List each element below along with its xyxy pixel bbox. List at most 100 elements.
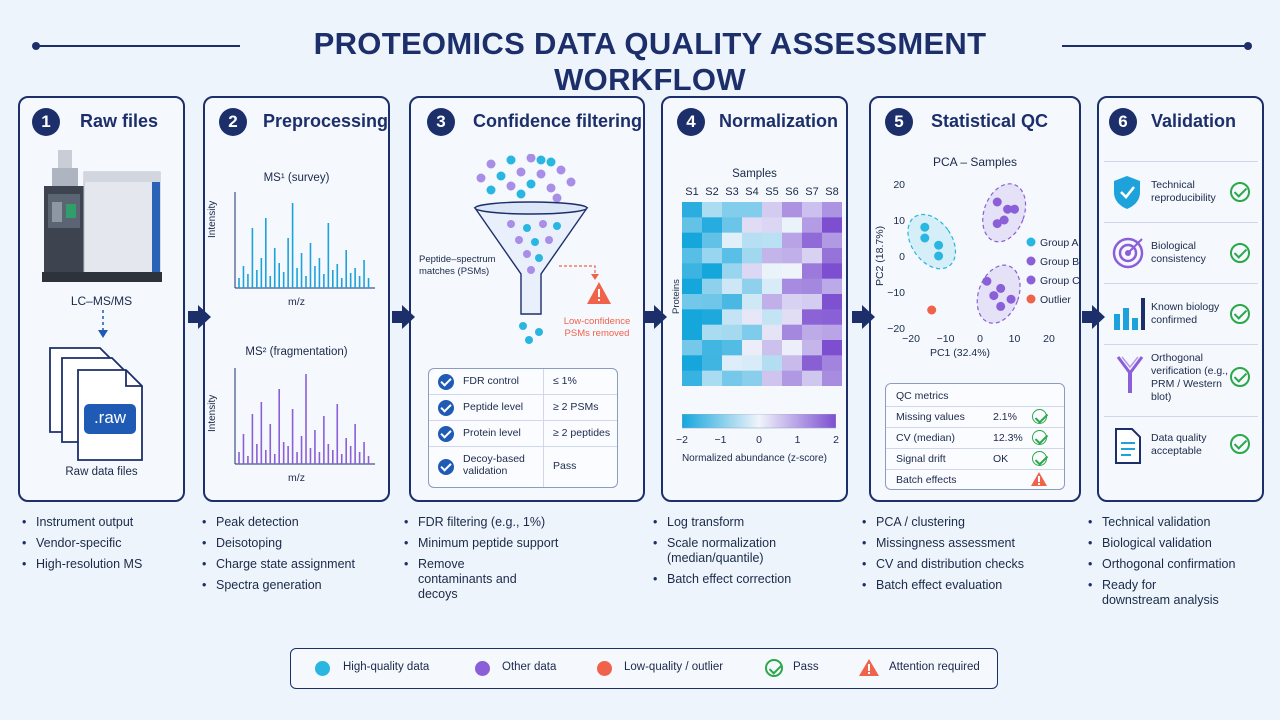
heatmap-cell bbox=[702, 355, 723, 372]
qc-metrics-table: QC metrics Missing values 2.1% CV (media… bbox=[885, 383, 1065, 490]
validation-label: Known biology confirmed bbox=[1151, 301, 1220, 326]
step-number: 1 bbox=[32, 108, 60, 136]
psm-dot bbox=[506, 155, 516, 165]
outlier-dot-icon bbox=[597, 661, 612, 676]
heatmap-cell bbox=[762, 340, 783, 356]
heatmap-cell bbox=[702, 263, 723, 280]
heatmap-cell bbox=[742, 278, 763, 295]
bullet-list-raw: Instrument output Vendor-specific High-r… bbox=[20, 515, 190, 578]
heatmap-cell bbox=[702, 324, 723, 341]
heatmap-cell bbox=[802, 340, 823, 356]
table-row: Missing values 2.1% bbox=[886, 406, 1064, 427]
heatmap-cell bbox=[762, 278, 783, 295]
heatmap-cell bbox=[762, 324, 783, 341]
heatmap-cell bbox=[742, 232, 763, 249]
heatmap-cell bbox=[822, 309, 842, 326]
heatmap-cell bbox=[782, 202, 803, 218]
warning-icon bbox=[559, 265, 611, 304]
page-title: PROTEOMICS DATA QUALITY ASSESSMENT WORKF… bbox=[313, 26, 987, 97]
panel-normalization: 4 Normalization Samples S1 S2 S3 S4 S5 S6 S7 S8… bbox=[661, 96, 848, 502]
criterion-value: ≤ 1% bbox=[553, 375, 577, 387]
filtered-psm-dot bbox=[519, 322, 527, 330]
data-point bbox=[982, 276, 992, 286]
list-item: Missingness assessment bbox=[860, 536, 1060, 551]
legend-label: Other data bbox=[502, 661, 557, 673]
sample-label: S3 bbox=[725, 186, 739, 198]
psm-dot bbox=[486, 159, 496, 169]
pca-scatter-plot: PCA – Samples 20 10 0 −10 −20−20 −10 0 10 20 PC1 (… bbox=[874, 155, 1079, 359]
title-decoration bbox=[1244, 42, 1252, 50]
legend-marker bbox=[1026, 237, 1036, 247]
y-tick-label: 0 bbox=[899, 251, 905, 263]
ms1-y-axis-label: Intensity bbox=[207, 200, 218, 238]
shield-check-icon bbox=[1114, 176, 1140, 209]
y-tick-label: 10 bbox=[893, 215, 905, 227]
heatmap-cell bbox=[702, 278, 723, 295]
validation-label: Data quality acceptable bbox=[1151, 432, 1207, 457]
heatmap-cell bbox=[762, 217, 783, 234]
psm-label: Peptide–spectrum bbox=[419, 254, 496, 265]
list-item: Technical validation bbox=[1086, 515, 1266, 530]
bullet-list-filtering: FDR filtering (e.g., 1%) Minimum peptide… bbox=[402, 515, 577, 608]
data-point bbox=[996, 283, 1006, 293]
pass-icon bbox=[1230, 304, 1250, 324]
psm-dot bbox=[523, 224, 531, 232]
heatmap-cell bbox=[802, 294, 823, 310]
table-row: FDR control ≤ 1% bbox=[429, 369, 617, 395]
criterion-value: ≥ 2 peptides bbox=[553, 427, 611, 439]
psm-dot bbox=[552, 193, 562, 203]
title-row: PROTEOMICS DATA QUALITY ASSESSMENT WORKF… bbox=[0, 22, 1280, 97]
sample-label: S2 bbox=[705, 186, 719, 198]
flow-arrow bbox=[392, 305, 415, 329]
x-tick-label: 20 bbox=[1043, 333, 1055, 345]
bullet-list-preprocessing: Peak detection Deisotoping Charge state … bbox=[200, 515, 390, 599]
heatmap-cell bbox=[822, 248, 842, 264]
pass-icon bbox=[1032, 430, 1047, 445]
sample-label: S8 bbox=[825, 186, 839, 198]
other-data-dot-icon bbox=[475, 661, 490, 676]
heatmap-cell bbox=[682, 202, 703, 218]
psm-dot bbox=[566, 177, 576, 187]
y-tick-label: 20 bbox=[893, 179, 905, 191]
psm-dot bbox=[506, 181, 516, 191]
raw-files-label: Raw data files bbox=[65, 466, 138, 478]
step-number: 3 bbox=[427, 108, 455, 136]
psm-dot bbox=[486, 185, 496, 195]
ms1-title: MS¹ (survey) bbox=[263, 172, 330, 184]
scale-tick-label: −2 bbox=[676, 434, 688, 446]
list-item: Remove contaminants and decoys bbox=[402, 557, 542, 602]
pass-icon bbox=[1230, 243, 1250, 263]
psm-dot bbox=[507, 220, 515, 228]
pass-icon bbox=[1230, 434, 1250, 454]
heatmap-cell bbox=[682, 232, 703, 249]
psm-dot bbox=[515, 236, 523, 244]
legend-entry: Group A bbox=[1040, 237, 1079, 249]
psm-label: matches (PSMs) bbox=[419, 266, 490, 277]
cluster-ellipse bbox=[982, 183, 1027, 243]
psm-dot bbox=[546, 157, 556, 167]
list-item: Spectra generation bbox=[200, 578, 390, 593]
sample-label: S7 bbox=[805, 186, 819, 198]
raw-file-stack-icon bbox=[49, 347, 143, 461]
scale-tick-label: 2 bbox=[833, 434, 839, 446]
list-item: High-resolution MS bbox=[20, 557, 190, 572]
panel-preprocessing: 2 Preprocessing MS¹ (survey) Intensity m… bbox=[203, 96, 390, 502]
attention-icon bbox=[1031, 472, 1047, 486]
ms1-x-axis-label: m/z bbox=[288, 296, 305, 308]
antibody-icon bbox=[1116, 356, 1144, 393]
heatmap-cell bbox=[822, 278, 842, 295]
sample-label: S4 bbox=[745, 186, 759, 198]
document-icon bbox=[1115, 428, 1141, 464]
list-item: Vendor-specific bbox=[20, 536, 190, 551]
heatmap-cell bbox=[682, 217, 703, 234]
heatmap-cell bbox=[782, 340, 803, 356]
heatmap-cell bbox=[762, 202, 783, 218]
data-point bbox=[934, 240, 944, 250]
heatmap-cell bbox=[822, 294, 842, 310]
psm-dot bbox=[527, 266, 535, 274]
panel-title: Validation bbox=[1151, 111, 1237, 131]
heatmap-cell bbox=[742, 370, 763, 386]
scale-tick-label: 1 bbox=[794, 434, 801, 446]
psm-dot bbox=[476, 173, 486, 183]
flow-arrow bbox=[852, 305, 875, 329]
